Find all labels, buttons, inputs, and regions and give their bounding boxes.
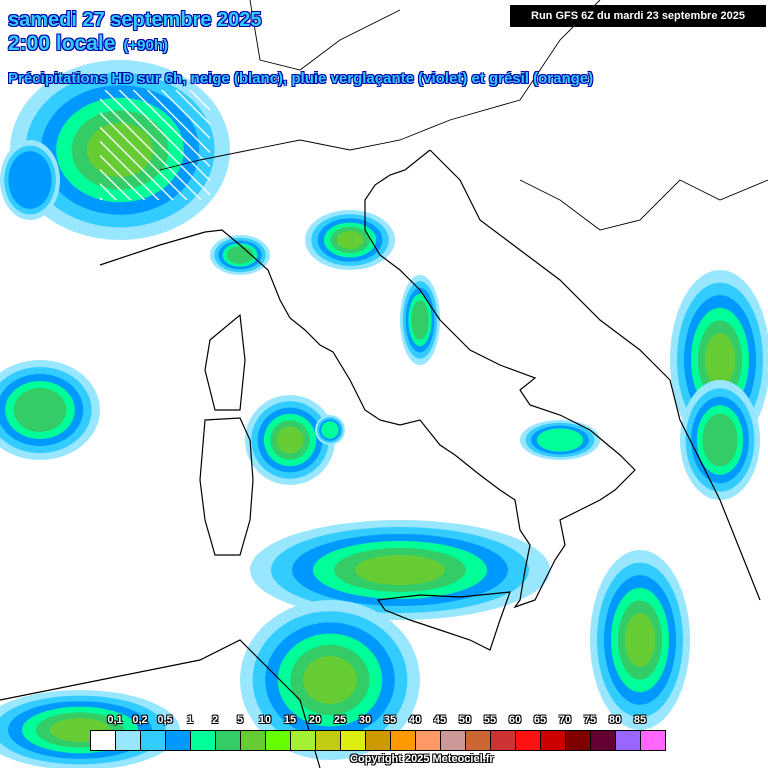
legend-swatch: [316, 731, 341, 750]
legend-swatch: [116, 731, 141, 750]
precip-contour: [536, 428, 584, 452]
precip-contour: [625, 613, 655, 667]
legend-label: 5: [236, 714, 244, 726]
legend-label: 60: [508, 714, 522, 726]
legend-label: 40: [408, 714, 422, 726]
lead-time: (+90h): [123, 37, 169, 54]
balkan-coast: [429, 149, 761, 601]
legend-swatch: [466, 731, 491, 750]
forecast-date: samedi 27 septembre 2025: [8, 9, 262, 31]
legend-label: 50: [458, 714, 472, 726]
legend-label: 25: [333, 714, 347, 726]
corsica-coast: [204, 313, 246, 411]
legend-swatch: [291, 731, 316, 750]
legend-label: 65: [533, 714, 547, 726]
sicily-coast: [376, 591, 511, 651]
legend-label: 0,5: [157, 714, 173, 726]
copyright: Copyright 2025 Meteociel.fr: [350, 753, 494, 765]
legend-swatch: [541, 731, 566, 750]
legend-label: 45: [433, 714, 447, 726]
precip-contour: [321, 421, 339, 439]
legend-swatch: [366, 731, 391, 750]
legend-label: 20: [308, 714, 322, 726]
legend-swatch: [616, 731, 641, 750]
precip-contour: [226, 246, 254, 264]
snow-hatch: [230, 95, 290, 120]
legend-swatch: [391, 731, 416, 750]
legend-label: 30: [358, 714, 372, 726]
precip-contour: [303, 656, 357, 704]
legend-swatch: [241, 731, 266, 750]
sardinia-coast: [199, 417, 254, 556]
color-legend: [90, 730, 666, 751]
alps-border: [159, 0, 768, 231]
precip-contour: [411, 300, 429, 340]
africa-coast: [0, 639, 321, 768]
italy-coast: [99, 149, 636, 609]
legend-label: 2: [211, 714, 219, 726]
legend-swatch: [641, 731, 665, 750]
legend-swatch: [216, 731, 241, 750]
precip-contour: [13, 388, 67, 432]
legend-label: 15: [283, 714, 297, 726]
legend-swatch: [266, 731, 291, 750]
precip-contour: [702, 413, 738, 467]
legend-label: 80: [608, 714, 622, 726]
snow-hatch: [100, 90, 210, 200]
precip-contour: [8, 151, 52, 209]
legend-swatch: [566, 731, 591, 750]
legend-label: 0,2: [132, 714, 148, 726]
legend-label: 85: [633, 714, 647, 726]
legend-swatch: [91, 731, 116, 750]
legend-label: 10: [258, 714, 272, 726]
precip-contour: [276, 426, 304, 454]
legend-label: 75: [583, 714, 597, 726]
legend-label: 55: [483, 714, 497, 726]
legend-swatch: [341, 731, 366, 750]
forecast-time: 2:00 locale (+90h): [8, 32, 168, 56]
precip-contour: [705, 333, 735, 387]
legend-swatch: [191, 731, 216, 750]
local-time: 2:00 locale: [8, 32, 116, 55]
legend-swatch: [491, 731, 516, 750]
legend-label: 1: [186, 714, 194, 726]
legend-swatch: [591, 731, 616, 750]
legend-label: 70: [558, 714, 572, 726]
legend-swatch: [441, 731, 466, 750]
run-label: Run GFS 6Z du mardi 23 septembre 2025: [510, 5, 766, 27]
legend-label: 0,1: [107, 714, 123, 726]
legend-swatch: [416, 731, 441, 750]
legend-swatch: [516, 731, 541, 750]
legend-label: 35: [383, 714, 397, 726]
map-description: Précipitations HD sur 6h, neige (blanc),…: [8, 70, 594, 87]
legend-swatch: [141, 731, 166, 750]
legend-labels: 0,1 0,2 0,5 1 2 5 10 15 20 25 30 35 40 45 50 55 60 65 70 75…: [90, 714, 690, 728]
legend-swatch: [166, 731, 191, 750]
precip-contour: [355, 555, 445, 585]
precip-contour: [336, 231, 364, 249]
